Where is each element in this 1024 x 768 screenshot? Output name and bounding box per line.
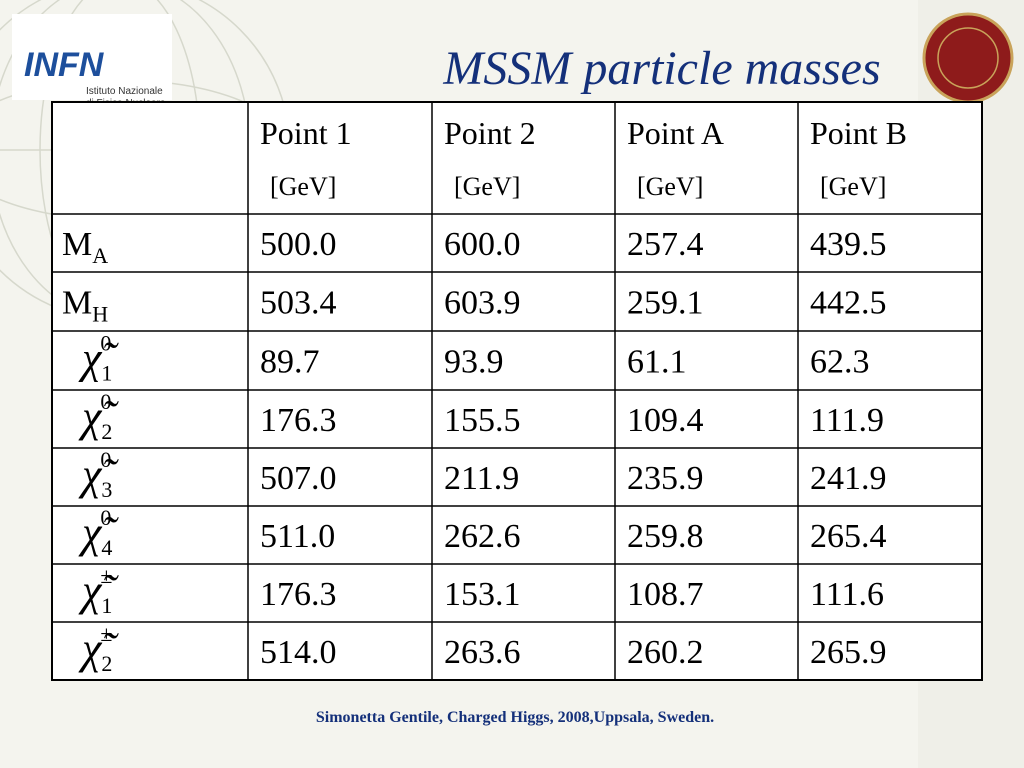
slide-title: MSSM particle masses xyxy=(442,42,880,95)
table-cell: 109.4 xyxy=(627,402,704,439)
table-cell: 111.6 xyxy=(810,576,884,613)
table-cell: 257.4 xyxy=(627,226,704,263)
table-frame xyxy=(51,101,983,681)
table-cell: 155.5 xyxy=(444,402,521,439)
table-cell: 442.5 xyxy=(810,285,887,322)
label-subscript: 1 xyxy=(101,593,112,618)
label-superscript: 0 xyxy=(100,389,111,414)
table-cell: 108.7 xyxy=(627,576,704,613)
table-cell: 176.3 xyxy=(260,576,337,613)
column-unit: [GeV] xyxy=(454,172,520,201)
table-cell: 211.9 xyxy=(444,460,519,497)
label-superscript: ± xyxy=(100,563,112,588)
table-cell: 603.9 xyxy=(444,285,521,322)
table-cell: 262.6 xyxy=(444,518,521,555)
label-main: M xyxy=(62,285,92,322)
label-superscript: ± xyxy=(100,621,112,646)
table-cell: 600.0 xyxy=(444,226,521,263)
table-cell: 263.6 xyxy=(444,634,521,671)
table-cell: 260.2 xyxy=(627,634,704,671)
table-cell: 259.1 xyxy=(627,285,704,322)
label-subscript: 2 xyxy=(101,651,112,676)
table-cell: 514.0 xyxy=(260,634,337,671)
footer: Simonetta Gentile, Charged Higgs, 2008,U… xyxy=(316,709,714,726)
logo-line: Istituto Nazionale xyxy=(86,86,163,97)
row-label: MH xyxy=(62,285,108,327)
table-cell: 511.0 xyxy=(260,518,335,555)
column-header: Point A xyxy=(627,115,724,151)
label-superscript: 0 xyxy=(100,447,111,472)
table-cell: 439.5 xyxy=(810,226,887,263)
column-header: Point 1 xyxy=(260,115,352,151)
table-cell: 235.9 xyxy=(627,460,704,497)
label-superscript: 0 xyxy=(100,505,111,530)
column-unit: [GeV] xyxy=(820,172,886,201)
seal-ring xyxy=(937,27,999,89)
label-subscript: 2 xyxy=(101,419,112,444)
label-subscript: H xyxy=(92,302,108,327)
label-superscript: 0 xyxy=(100,331,111,356)
label-subscript: 4 xyxy=(101,535,112,560)
table-cell: 89.7 xyxy=(260,344,320,381)
label-subscript: 3 xyxy=(101,477,112,502)
table-cell: 259.8 xyxy=(627,518,704,555)
label-subscript: 1 xyxy=(101,361,112,386)
column-header: Point B xyxy=(810,115,907,151)
table-cell: 507.0 xyxy=(260,460,337,497)
table-grid xyxy=(52,102,982,680)
row-label: MA xyxy=(62,226,108,268)
column-unit: [GeV] xyxy=(637,172,703,201)
table-cell: 241.9 xyxy=(810,460,887,497)
table-cell: 503.4 xyxy=(260,285,337,322)
table-cell: 93.9 xyxy=(444,344,504,381)
table-cell: 265.4 xyxy=(810,518,887,555)
column-header: Point 2 xyxy=(444,115,536,151)
column-unit: [GeV] xyxy=(270,172,336,201)
table-cell: 176.3 xyxy=(260,402,337,439)
label-subscript: A xyxy=(92,243,108,268)
table-cell: 61.1 xyxy=(627,344,687,381)
logo-name: INFN xyxy=(24,46,105,84)
table-cell: 500.0 xyxy=(260,226,337,263)
label-main: M xyxy=(62,226,92,263)
logo-box xyxy=(12,14,172,100)
table-cell: 62.3 xyxy=(810,344,870,381)
table-cell: 111.9 xyxy=(810,402,884,439)
table-cell: 265.9 xyxy=(810,634,887,671)
university-seal xyxy=(922,12,1014,104)
table-cell: 153.1 xyxy=(444,576,521,613)
